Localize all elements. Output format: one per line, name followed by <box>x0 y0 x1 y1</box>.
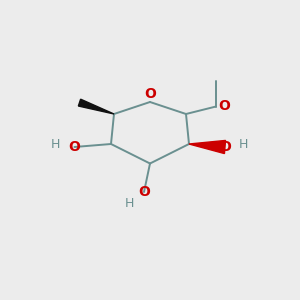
Polygon shape <box>78 99 114 114</box>
Text: O: O <box>219 140 231 154</box>
Text: H: H <box>239 138 248 151</box>
Text: O: O <box>68 140 80 154</box>
Text: O: O <box>138 185 150 199</box>
Polygon shape <box>189 140 226 154</box>
Text: H: H <box>125 197 134 210</box>
Text: O: O <box>144 87 156 100</box>
Text: O: O <box>218 100 230 113</box>
Text: H: H <box>51 138 61 151</box>
